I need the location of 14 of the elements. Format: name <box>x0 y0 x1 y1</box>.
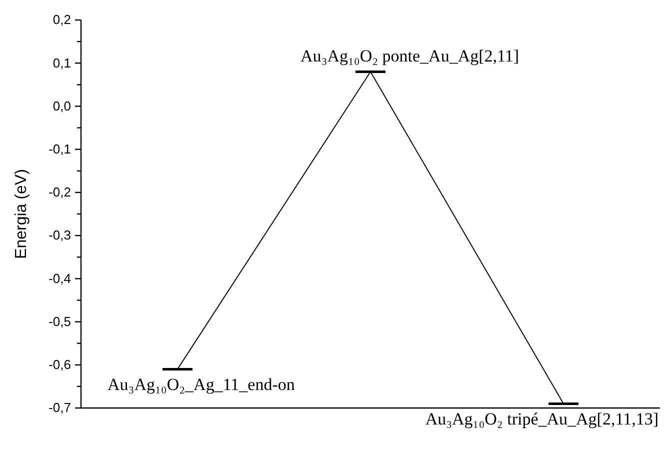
y-tick-label: 0,1 <box>52 55 71 70</box>
y-axis-title: Energia (eV) <box>13 169 30 259</box>
y-tick-label: -0,3 <box>48 228 71 243</box>
text: Au₃Ag₁₀O₂ tripé_Au_Ag[2,11,13] <box>425 410 658 429</box>
annotation: Au₃Ag₁₀O₂_Ag_11_end-on <box>108 375 296 394</box>
y-tick-label: 0,2 <box>52 12 71 28</box>
y-tick-label: -0,6 <box>48 357 71 372</box>
y-tick-label: -0,1 <box>48 141 71 156</box>
y-tick-label: -0,2 <box>48 184 71 200</box>
annotation: Au₃Ag₁₀O₂ ponte_Au_Ag[2,11] <box>300 46 520 66</box>
y-tick-label: -0,7 <box>48 400 71 416</box>
y-tick-label: -0,4 <box>48 270 71 286</box>
y-tick-label: -0,5 <box>48 314 71 329</box>
y-tick-label: 0,0 <box>52 98 71 114</box>
